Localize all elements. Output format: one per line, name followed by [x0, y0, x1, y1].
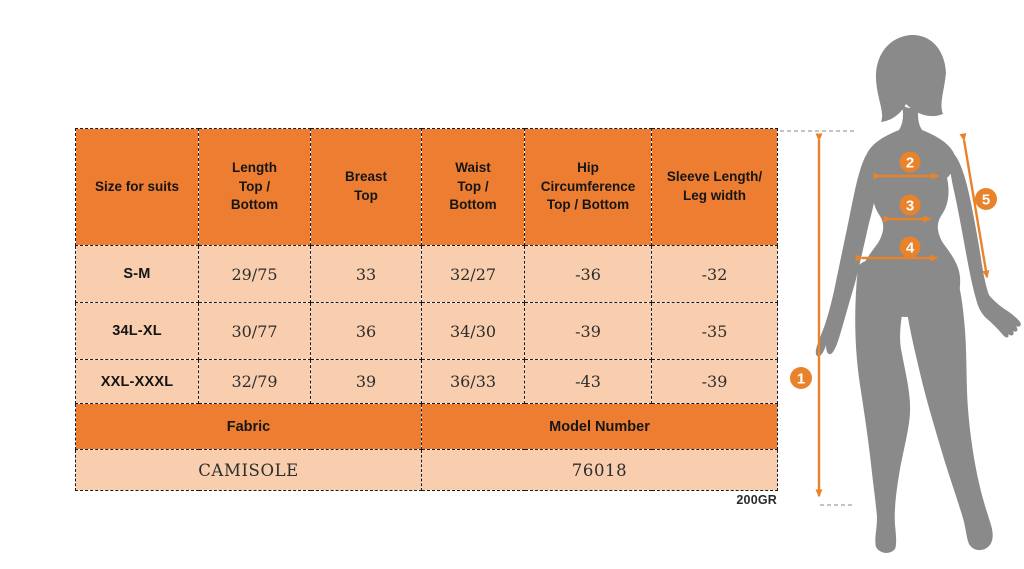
value-cell: -39 [524, 302, 652, 360]
header-waist: Waist Top / Bottom [421, 128, 525, 246]
svg-text:3: 3 [906, 198, 914, 215]
svg-text:4: 4 [906, 240, 915, 257]
weight-note: 200GR [736, 493, 777, 507]
callout-badges: 1 2 3 4 5 [790, 151, 997, 389]
table-header-row: Size for suits Length Top / Bottom Breas… [75, 128, 778, 246]
header-size: Size for suits [75, 128, 199, 246]
svg-text:5: 5 [982, 192, 990, 209]
callout-2: 2 [899, 151, 921, 173]
size-cell: XXL-XXXL [75, 359, 199, 404]
value-cell: -39 [651, 359, 778, 404]
value-cell: 33 [310, 245, 422, 303]
model-value-cell: 76018 [421, 449, 778, 491]
model-label-cell: Model Number [421, 403, 778, 450]
header-sleeve: Sleeve Length/ Leg width [651, 128, 778, 246]
value-cell: 34/30 [421, 302, 525, 360]
callout-5: 5 [975, 188, 997, 210]
value-cell: 39 [310, 359, 422, 404]
header-length: Length Top / Bottom [198, 128, 311, 246]
measurement-figure: 1 2 3 4 5 [780, 34, 1021, 553]
value-cell: 32/79 [198, 359, 311, 404]
svg-text:2: 2 [906, 155, 914, 172]
callout-1: 1 [790, 367, 812, 389]
table-row: 34L-XL 30/77 36 34/30 -39 -35 [75, 302, 778, 360]
woman-silhouette-icon [815, 34, 1021, 553]
svg-text:1: 1 [797, 371, 805, 388]
size-table: Size for suits Length Top / Bottom Breas… [75, 128, 778, 491]
size-cell: 34L-XL [75, 302, 199, 360]
value-cell: 36 [310, 302, 422, 360]
callout-4: 4 [899, 236, 921, 258]
table-row: XXL-XXXL 32/79 39 36/33 -43 -39 [75, 359, 778, 404]
sleeve-arrow [959, 133, 990, 279]
header-breast: Breast Top [310, 128, 422, 246]
fabric-label-cell: Fabric [75, 403, 422, 450]
value-cell: -32 [651, 245, 778, 303]
value-cell: -35 [651, 302, 778, 360]
value-cell: -43 [524, 359, 652, 404]
value-cell: -36 [524, 245, 652, 303]
fabric-value-cell: CAMISOLE [75, 449, 422, 491]
table-row: S-M 29/75 33 32/27 -36 -32 [75, 245, 778, 303]
value-cell: 29/75 [198, 245, 311, 303]
value-cell: 30/77 [198, 302, 311, 360]
footer-value-row: CAMISOLE 76018 [75, 449, 778, 491]
callout-3: 3 [899, 194, 921, 216]
value-cell: 36/33 [421, 359, 525, 404]
header-hip: Hip Circumference Top / Bottom [524, 128, 652, 246]
size-cell: S-M [75, 245, 199, 303]
footer-label-row: Fabric Model Number [75, 403, 778, 450]
value-cell: 32/27 [421, 245, 525, 303]
